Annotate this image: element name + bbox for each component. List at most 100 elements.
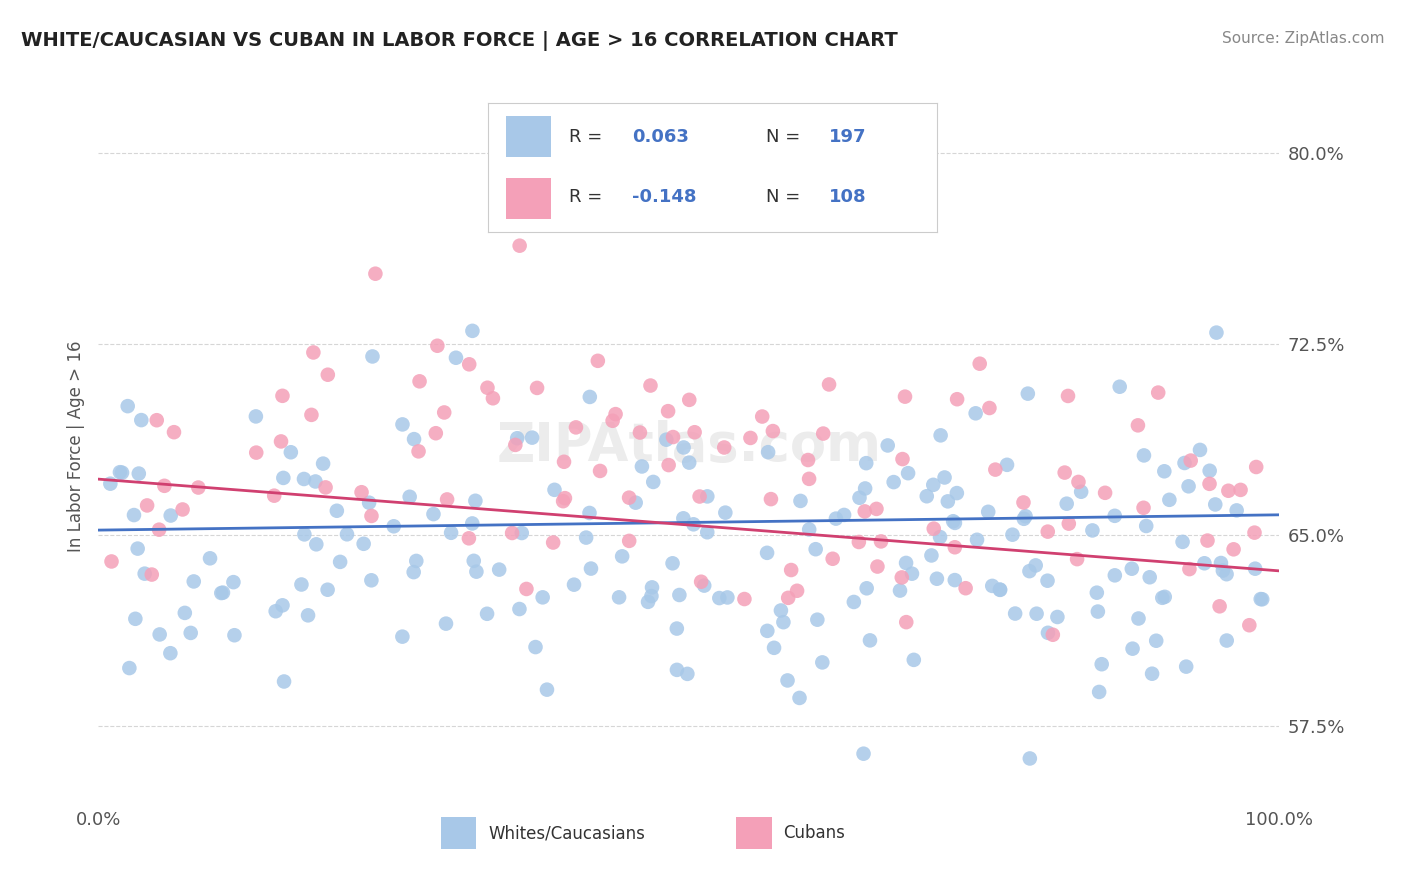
Point bbox=[1194, 556, 1216, 570]
Point bbox=[1087, 605, 1109, 619]
Point bbox=[579, 561, 602, 575]
Point bbox=[329, 555, 352, 569]
Point bbox=[1177, 479, 1199, 493]
Point bbox=[464, 493, 486, 508]
Text: WHITE/CAUCASIAN VS CUBAN IN LABOR FORCE | AGE > 16 CORRELATION CHART: WHITE/CAUCASIAN VS CUBAN IN LABOR FORCE … bbox=[21, 31, 898, 51]
Point bbox=[832, 508, 855, 522]
Point bbox=[709, 591, 731, 605]
Point bbox=[315, 480, 337, 494]
Point bbox=[668, 588, 690, 602]
Point bbox=[672, 511, 695, 525]
Point bbox=[943, 573, 966, 587]
Point bbox=[619, 533, 641, 548]
Point bbox=[541, 535, 564, 549]
Point bbox=[929, 530, 952, 544]
Point bbox=[988, 582, 1011, 597]
Point bbox=[316, 582, 339, 597]
Point bbox=[436, 492, 458, 507]
Point bbox=[402, 432, 425, 446]
Point bbox=[100, 554, 122, 568]
Point bbox=[408, 444, 430, 458]
Point bbox=[128, 467, 150, 481]
Point bbox=[883, 475, 905, 489]
Point bbox=[1229, 483, 1251, 497]
Point bbox=[890, 570, 912, 584]
Point bbox=[946, 486, 969, 500]
Point bbox=[1144, 633, 1167, 648]
Point bbox=[153, 479, 176, 493]
Point bbox=[273, 674, 295, 689]
Point bbox=[607, 591, 630, 605]
Point bbox=[665, 663, 688, 677]
Point bbox=[637, 595, 659, 609]
Point bbox=[271, 599, 294, 613]
Point bbox=[1025, 558, 1047, 573]
Point bbox=[1198, 464, 1220, 478]
Point bbox=[776, 673, 799, 688]
Point bbox=[929, 428, 952, 442]
Point bbox=[658, 458, 681, 472]
Point bbox=[360, 574, 382, 588]
Point bbox=[751, 409, 773, 424]
Point bbox=[946, 392, 969, 407]
Point bbox=[852, 747, 875, 761]
Point bbox=[1197, 533, 1219, 548]
Point bbox=[422, 507, 444, 521]
Point bbox=[1018, 751, 1040, 765]
Point bbox=[353, 537, 375, 551]
Point bbox=[543, 483, 565, 497]
Point bbox=[245, 445, 267, 459]
Point bbox=[1025, 607, 1047, 621]
Point bbox=[1046, 610, 1069, 624]
Point bbox=[271, 389, 294, 403]
Point bbox=[273, 471, 295, 485]
Point bbox=[515, 582, 537, 596]
Point bbox=[301, 408, 323, 422]
Point bbox=[1244, 562, 1267, 576]
Point bbox=[1070, 484, 1092, 499]
Point bbox=[981, 579, 1004, 593]
Point bbox=[461, 516, 484, 531]
Point bbox=[995, 458, 1018, 472]
Point bbox=[434, 616, 457, 631]
Point bbox=[1122, 641, 1144, 656]
Point bbox=[641, 580, 664, 594]
Point bbox=[756, 546, 779, 560]
Point bbox=[799, 523, 821, 537]
Point bbox=[643, 475, 665, 489]
Point bbox=[108, 465, 131, 479]
Point bbox=[676, 666, 699, 681]
Point bbox=[131, 413, 153, 427]
Point bbox=[853, 504, 876, 518]
Point bbox=[756, 445, 779, 459]
Point bbox=[1104, 508, 1126, 523]
Point bbox=[425, 426, 447, 441]
Point bbox=[662, 430, 685, 444]
Point bbox=[640, 378, 662, 392]
Point bbox=[589, 464, 612, 478]
Point bbox=[488, 563, 510, 577]
Point bbox=[510, 526, 533, 541]
Point bbox=[855, 456, 877, 470]
Point bbox=[1208, 599, 1230, 614]
Point bbox=[198, 551, 221, 566]
Point bbox=[811, 656, 834, 670]
Point bbox=[1178, 562, 1201, 576]
Point bbox=[689, 490, 711, 504]
Point bbox=[804, 542, 827, 557]
Point bbox=[1012, 512, 1035, 526]
Point bbox=[565, 420, 588, 434]
Point bbox=[526, 381, 548, 395]
Point bbox=[475, 607, 498, 621]
Point bbox=[505, 438, 527, 452]
Point bbox=[1088, 685, 1111, 699]
Point bbox=[733, 592, 755, 607]
Point bbox=[163, 425, 186, 440]
Point bbox=[605, 407, 627, 421]
Point bbox=[520, 431, 543, 445]
Point bbox=[1226, 503, 1249, 517]
Point bbox=[896, 615, 918, 629]
Point bbox=[866, 559, 889, 574]
Point bbox=[1132, 500, 1154, 515]
Point bbox=[1159, 492, 1181, 507]
